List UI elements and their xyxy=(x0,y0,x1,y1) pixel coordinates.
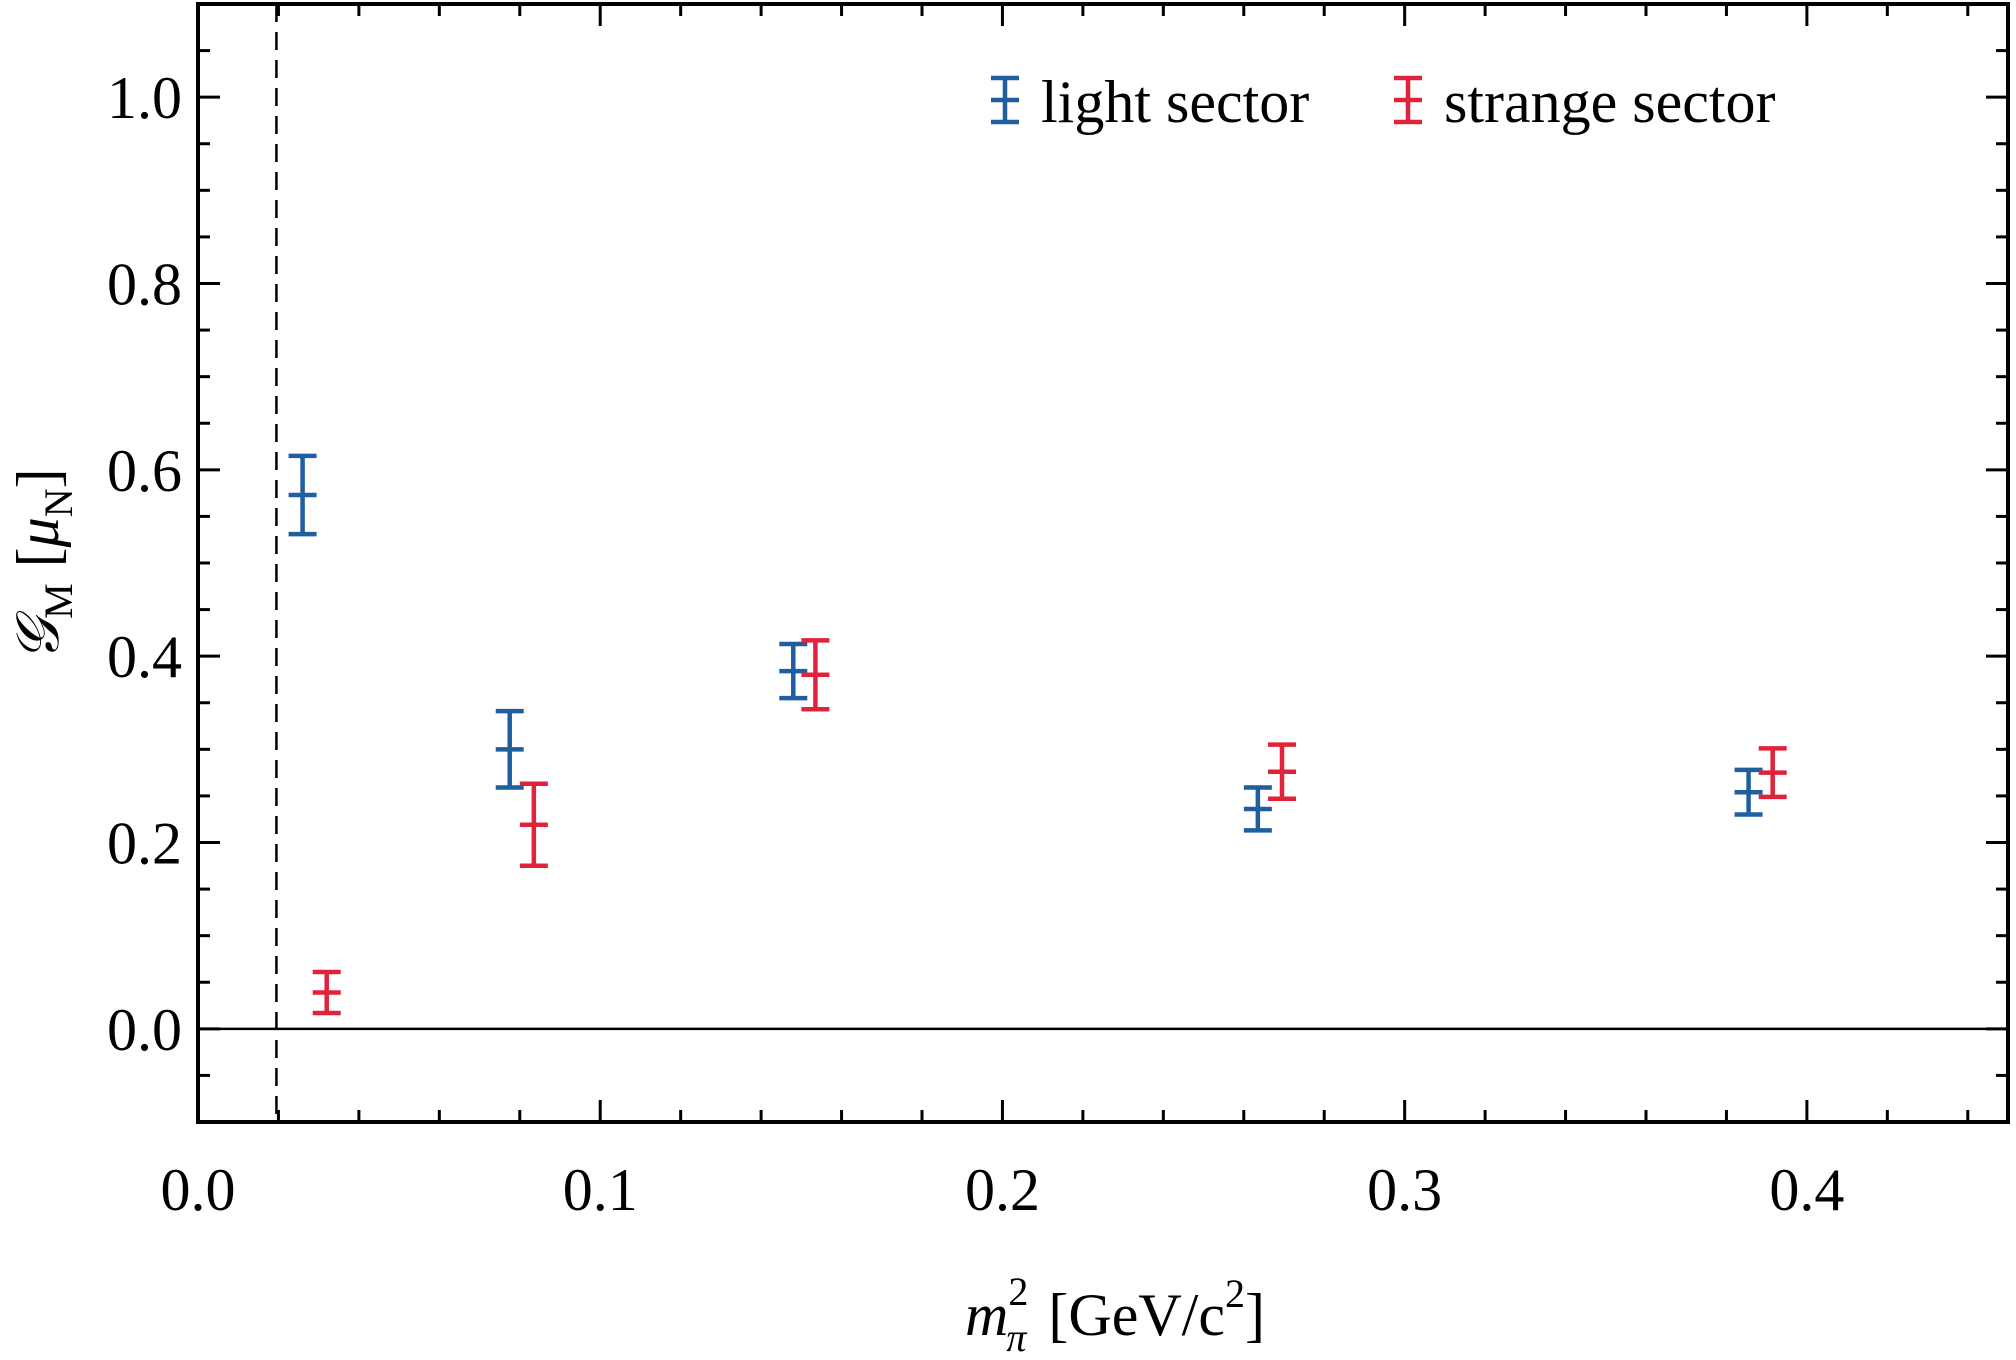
data-point xyxy=(801,638,830,712)
y-tick-label: 0.6 xyxy=(107,438,182,504)
x-axis-label-sup: 2 xyxy=(1008,1269,1028,1314)
data-point xyxy=(519,781,548,869)
legend-item-strange-sector: strange sector xyxy=(1394,69,1776,135)
legend-label-strange-sector: strange sector xyxy=(1444,69,1776,135)
x-axis-label-unit-sup: 2 xyxy=(1225,1271,1245,1316)
y-axis-label: 𝒢M[μN] xyxy=(5,468,81,661)
y-tick-label: 1.0 xyxy=(107,65,182,131)
data-point xyxy=(779,641,808,701)
legend-errorbar xyxy=(1394,75,1422,125)
x-tick-labels: 0.0 0.1 0.2 0.3 0.4 xyxy=(161,1157,1845,1223)
x-axis-label-unit: [GeV/c xyxy=(1048,1282,1225,1348)
series-light-sector xyxy=(288,453,1763,833)
y-axis-label-unit-open: [ xyxy=(5,547,71,567)
y-axis-label-unit-base: μ xyxy=(5,517,71,548)
data-point xyxy=(288,453,317,537)
minor-ticks xyxy=(198,2,2008,1124)
series-strange-sector xyxy=(312,638,1787,1016)
y-tick-label: 0.8 xyxy=(107,252,182,318)
series-layer xyxy=(288,453,1787,1016)
x-tick-label: 0.3 xyxy=(1367,1157,1442,1223)
data-point xyxy=(1243,785,1272,833)
x-tick-label: 0.0 xyxy=(161,1157,236,1223)
legend-marker-strange-sector xyxy=(1394,75,1422,125)
y-tick-labels: 0.0 0.2 0.4 0.6 0.8 1.0 xyxy=(107,65,182,1063)
data-point xyxy=(1758,746,1787,800)
y-tick-label: 0.2 xyxy=(107,811,182,877)
y-tick-label: 0.0 xyxy=(107,997,182,1063)
major-ticks xyxy=(196,4,2008,1122)
legend-item-light-sector: light sector xyxy=(991,69,1309,135)
x-tick-label: 0.1 xyxy=(563,1157,638,1223)
x-axis-label-base: m xyxy=(965,1282,1008,1348)
y-axis-label-sub: M xyxy=(36,583,81,619)
reference-lines xyxy=(198,4,2008,1122)
legend-marker-light-sector xyxy=(991,75,1019,125)
x-axis-label-unit-close: ] xyxy=(1245,1282,1265,1348)
x-tick-label: 0.2 xyxy=(965,1157,1040,1223)
y-axis-label-unit-sub: N xyxy=(36,488,81,517)
legend-errorbar xyxy=(991,75,1019,125)
x-axis-label-sub: π xyxy=(1006,1315,1027,1360)
data-point xyxy=(312,969,341,1016)
y-axis-label-unit-close: ] xyxy=(5,468,71,488)
legend: light sector strange sector xyxy=(991,69,1776,135)
data-point xyxy=(1734,767,1763,817)
legend-label-light-sector: light sector xyxy=(1041,69,1309,135)
y-tick-label: 0.4 xyxy=(107,624,182,690)
x-axis-label: m2 π [GeV/c2] xyxy=(965,1269,1265,1360)
data-point xyxy=(495,708,524,790)
plot-frame xyxy=(196,2,2010,1124)
x-tick-label: 0.4 xyxy=(1769,1157,1844,1223)
data-point xyxy=(1267,742,1296,801)
